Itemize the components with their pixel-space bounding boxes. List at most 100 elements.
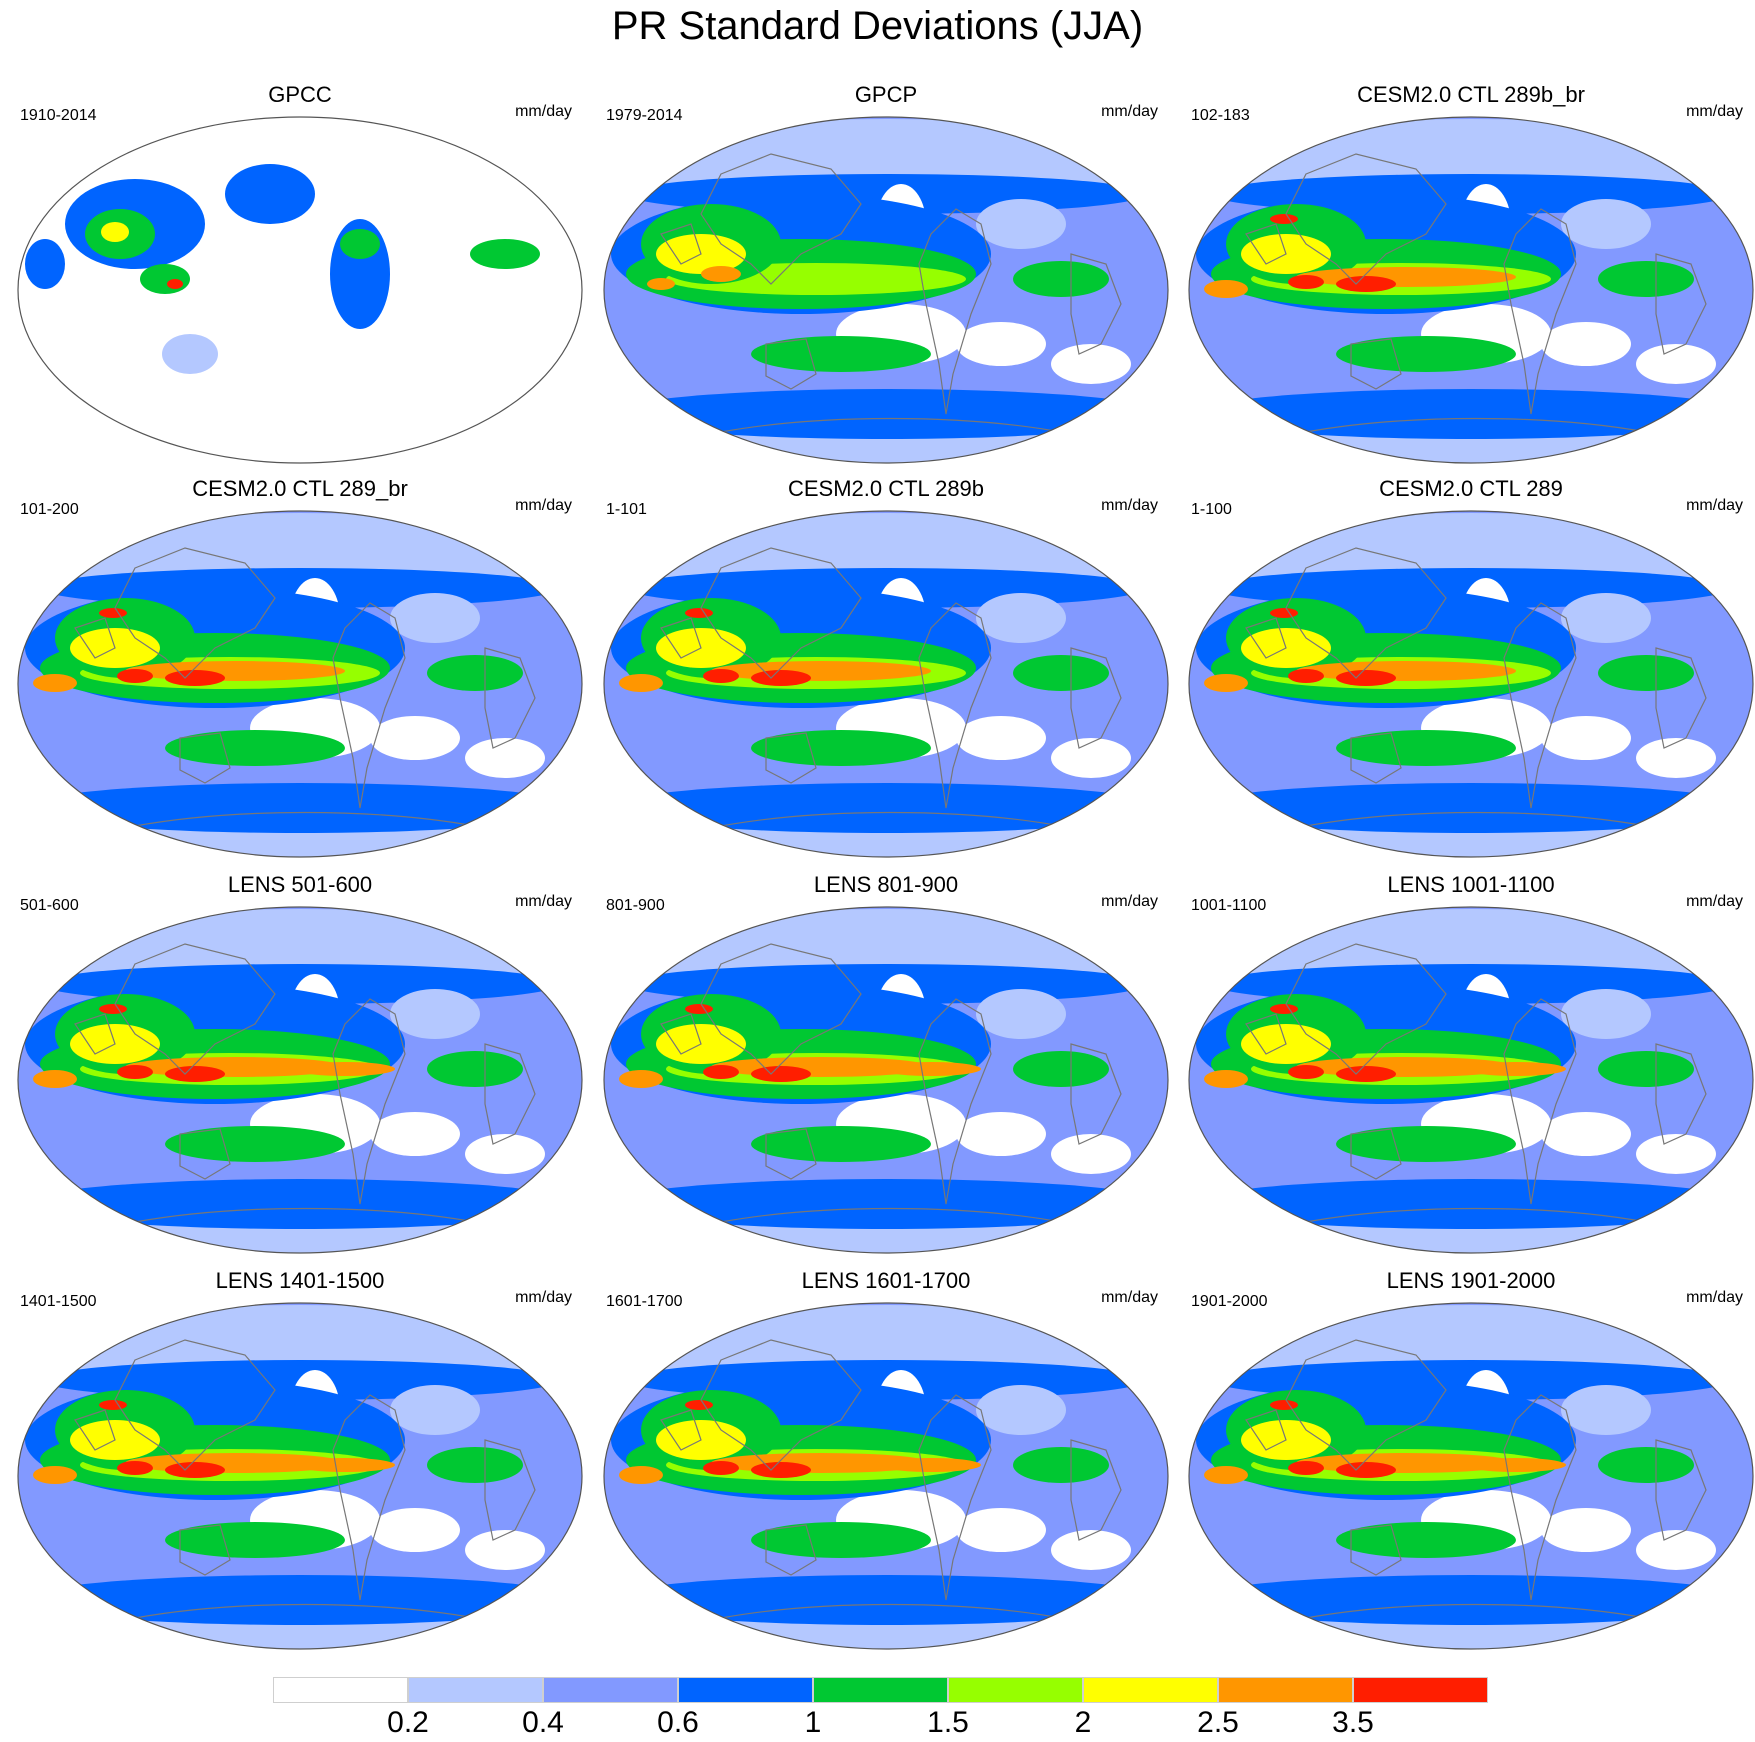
south-atlantic-dry	[1541, 1508, 1631, 1552]
itcz-peak	[1336, 1462, 1396, 1478]
spcz-field	[751, 730, 931, 766]
panel-period: 801-900	[606, 897, 665, 914]
south-atlantic-dry	[370, 1112, 460, 1156]
panel-period: 101-200	[20, 501, 79, 518]
map-border	[1188, 510, 1754, 858]
colorbar-label: 0.2	[387, 1706, 429, 1739]
map-plot	[17, 1302, 583, 1650]
monsoon-peak	[99, 1400, 127, 1410]
coastline-4	[74, 617, 116, 659]
atlantic-itcz	[427, 1447, 523, 1483]
itcz-strong	[711, 661, 931, 681]
spcz-field	[751, 1126, 931, 1162]
colorbar-swatch	[678, 1677, 813, 1703]
coastline-3	[765, 1524, 817, 1576]
south-indian-dry	[1636, 738, 1716, 778]
spcz-field	[751, 336, 931, 372]
panel-title: CESM2.0 CTL 289	[1379, 476, 1563, 501]
coastline-4	[660, 1409, 702, 1451]
atlantic-itcz	[427, 1051, 523, 1087]
coastline-5	[720, 417, 1062, 433]
north-atlantic-light	[390, 989, 480, 1039]
panel-units: mm/day	[1686, 1289, 1743, 1306]
colorbar-label: 3.5	[1332, 1706, 1374, 1739]
map-plot	[17, 510, 583, 858]
colorbar-swatch	[543, 1677, 678, 1703]
map-plot	[603, 116, 1169, 464]
panel-title: GPCP	[854, 82, 918, 107]
map-panel: CESM2.0 CTL 289 1-100 mm/day	[1181, 476, 1755, 871]
map-panel: GPCC 1910-2014 mm/day	[10, 82, 590, 477]
coastline-1	[1503, 998, 1577, 1205]
maritime-peak	[703, 1461, 739, 1475]
colorbar-swatch	[813, 1677, 948, 1703]
atlantic-itcz	[1013, 1051, 1109, 1087]
south-indian-dry	[465, 738, 545, 778]
coastline-4	[1245, 1013, 1287, 1055]
coastline-1	[1503, 208, 1577, 415]
panel-units: mm/day	[1686, 497, 1743, 514]
coastline-2	[484, 1439, 536, 1541]
coastline-4	[1245, 1409, 1287, 1451]
coastline-4	[74, 1013, 116, 1055]
itcz-strong	[1296, 661, 1516, 681]
coastline-3	[765, 338, 817, 390]
panel-period: 1-100	[1191, 501, 1232, 518]
map-plot	[1188, 116, 1754, 464]
panel-units: mm/day	[1101, 893, 1158, 910]
itcz-peak	[165, 1462, 225, 1478]
coastline-4	[1245, 223, 1287, 265]
south-indian-dry	[1051, 1134, 1131, 1174]
coastline-5	[1305, 417, 1647, 433]
coastline-3	[765, 1128, 817, 1180]
south-atlantic-dry	[956, 322, 1046, 366]
coastline-1	[1503, 1394, 1577, 1601]
panel-period: 1901-2000	[1191, 1293, 1268, 1310]
panel-title: LENS 501-600	[227, 872, 373, 897]
spcz-field	[1336, 730, 1516, 766]
map-plot	[1188, 510, 1754, 858]
coastline-2	[1070, 647, 1122, 749]
coastline-2	[1070, 1439, 1122, 1541]
coastline-3	[179, 1128, 231, 1180]
coastline-2	[1655, 1439, 1707, 1541]
coastline-0	[700, 153, 862, 285]
south-atlantic-dry	[956, 1112, 1046, 1156]
coastline-3	[1350, 338, 1402, 390]
colorbar-label: 0.4	[522, 1706, 564, 1739]
coastline-5	[720, 811, 1062, 827]
itcz-peak	[1336, 1066, 1396, 1082]
map-panel: LENS 801-900 801-900 mm/day	[596, 872, 1176, 1267]
indian-ocean-peak	[33, 1070, 77, 1088]
panel-period: 1-101	[606, 501, 647, 518]
north-atlantic-light	[976, 199, 1066, 249]
coastline-2	[1655, 253, 1707, 355]
east-pacific-peak	[881, 1062, 981, 1076]
panel-title: CESM2.0 CTL 289b_br	[1357, 82, 1585, 107]
monsoon-peak	[685, 608, 713, 618]
east-pacific-peak	[881, 1458, 981, 1472]
itcz-strong	[1296, 267, 1516, 287]
south-atlantic-dry	[370, 1508, 460, 1552]
panel-title: CESM2.0 CTL 289b	[787, 476, 985, 501]
indian-ocean-peak	[33, 674, 77, 692]
coastline-0	[114, 1339, 276, 1471]
maritime-peak	[1288, 669, 1324, 683]
panel-title: LENS 1001-1100	[1387, 872, 1555, 897]
coastline-0	[114, 547, 276, 679]
panel-period: 102-183	[1191, 107, 1250, 124]
north-atlantic-light	[1561, 199, 1651, 249]
indian-ocean-peak	[647, 278, 675, 290]
south-atlantic-dry	[1541, 322, 1631, 366]
monsoon-peak	[685, 1400, 713, 1410]
panel-units: mm/day	[1101, 1289, 1158, 1306]
east-pacific-peak	[1466, 1458, 1566, 1472]
atlantic-itcz	[1598, 1447, 1694, 1483]
panel-units: mm/day	[515, 1289, 572, 1306]
panel-period: 1601-1700	[606, 1293, 683, 1310]
south-indian-dry	[465, 1530, 545, 1570]
maritime-peak	[1288, 1461, 1324, 1475]
colorbar-swatch	[1218, 1677, 1353, 1703]
map-plot	[603, 906, 1169, 1254]
map-panel: LENS 1001-1100 1001-1100 mm/day	[1181, 872, 1755, 1267]
